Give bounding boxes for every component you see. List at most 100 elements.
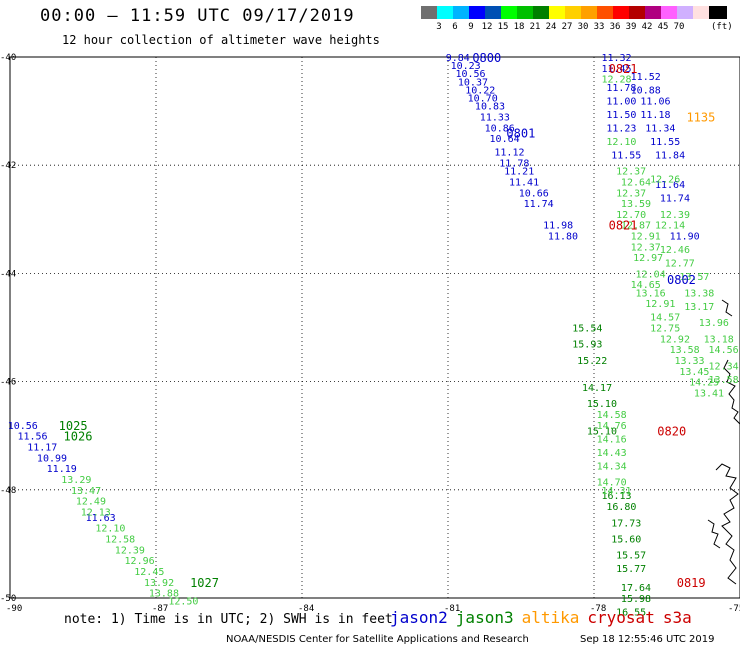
latitude-tick-label: -46 [0,378,16,388]
map-frame [9,56,740,599]
wave-height-value: 10.99 [37,453,67,464]
wave-height-value: 11.50 [606,110,636,121]
color-swatch [549,6,567,19]
wave-height-value: 10.64 [490,134,520,145]
wave-height-value: 11.17 [27,443,57,454]
wave-height-value: 12.10 [606,137,636,148]
wave-height-value: 13.17 [684,302,714,313]
wave-height-value: 12.64 [621,177,651,188]
color-swatch [693,6,711,19]
wave-height-value: 15.98 [621,594,651,605]
wave-height-values: 9.8410.2310.5610.3710.2210.7010.8311.331… [8,53,739,619]
wave-height-value: 13.38 [684,288,714,299]
wave-height-value: 12.49 [76,497,106,508]
color-scale-label: 6 [452,22,458,32]
wave-height-value: 12.39 [115,545,145,556]
color-swatch [581,6,599,19]
wave-height-value: 15.93 [572,340,602,351]
wave-height-value: 14.58 [597,410,627,421]
wave-height-value: 12.91 [631,232,661,243]
color-scale-label: 12 [481,22,493,32]
axis-tick-labels: -90 -87 -84 -81 -78 -75 -40 -42 -44 -46 -48 -50 [0,53,740,614]
longitude-tick-label: -78 [590,604,606,614]
wave-height-value: 12.58 [105,534,135,545]
wave-height-value: 13.45 [679,367,709,378]
color-swatch [613,6,631,19]
wave-height-value: 16.80 [606,502,636,513]
wave-height-value: 14.65 [631,280,661,291]
color-scale-label: 3 [436,22,442,32]
color-swatch [421,6,439,19]
wave-height-value: 10.83 [475,102,505,113]
pass-time-label: 0821 [609,62,638,76]
wave-height-value: 11.55 [650,137,680,148]
pass-time-label: 0800 [472,51,501,65]
wave-height-value: 12.37 [616,167,646,178]
color-swatch [597,6,615,19]
wave-height-value: 14.43 [597,448,627,459]
generated-timestamp: Sep 18 12:55:46 UTC 2019 [580,634,715,645]
pass-time-label: 0821 [609,219,638,233]
wave-height-value: 11.55 [611,150,641,161]
wave-height-value: 14.76 [597,421,627,432]
color-swatch [677,6,695,19]
wave-height-value: 14.17 [582,383,612,394]
wave-height-value: 10.70 [468,94,498,105]
wave-height-value: 12.97 [633,253,663,264]
wave-height-value: 12.37 [616,188,646,199]
wave-height-value: 10.86 [485,123,515,134]
color-swatch [645,6,663,19]
wave-height-value: 10.22 [465,85,495,96]
credit-footer: NOAA/NESDIS Center for Satellite Applica… [226,634,529,645]
longitude-tick-label: -90 [6,604,22,614]
color-scale-label: 27 [561,22,573,32]
wave-height-value: 14.34 [597,461,627,472]
wave-height-value: 11.52 [631,72,661,83]
wave-height-value: 11.74 [524,199,554,210]
wave-height-value: 11.34 [645,123,675,134]
page-title: 00:00 – 11:59 UTC 09/17/2019 [40,6,355,26]
satellite-legend: jason2 jason3 altika cryosat s3a [390,608,700,627]
wave-height-value: 17.64 [621,583,651,594]
wave-height-value: 17.73 [611,518,641,529]
wave-height-value: 11.78 [606,83,636,94]
wave-height-value: 11.32 [601,53,631,64]
wave-height-value: 15.54 [572,324,602,335]
latitude-tick-label: -48 [0,486,16,496]
wave-height-value: 15.10 [587,399,617,410]
color-scale-label: 70 [673,22,685,32]
longitude-tick-label: -87 [152,604,168,614]
wave-height-value: 13.58 [670,345,700,356]
wave-height-value: 10.88 [631,85,661,96]
wave-height-value: 13.29 [61,475,91,486]
color-swatch [533,6,551,19]
longitude-tick-label: -75 [728,604,740,614]
wave-height-value: 12.75 [650,324,680,335]
wave-height-value: 11.06 [640,96,670,107]
wave-height-value: 12.34 [709,361,739,372]
legend-entry-cryosat: cryosat [587,608,655,627]
wave-height-value: 10.56 [455,69,485,80]
wave-height-value: 11.90 [670,232,700,243]
wave-height-value: 13.96 [699,318,729,329]
wave-height-value: 13.92 [144,578,174,589]
color-swatch [517,6,535,19]
wave-height-value: 11.63 [86,513,116,524]
wave-height-value: 10.23 [451,61,481,72]
legend-entry-s3a: s3a [662,608,692,627]
wave-height-value: 11.80 [548,232,578,243]
wave-height-value: 11.21 [504,167,534,178]
latitude-tick-label: -42 [0,161,16,171]
wave-height-value: 11.23 [606,123,636,134]
wave-height-value: 13.33 [674,356,704,367]
wave-height-value: 11.56 [17,432,47,443]
wave-height-value: 14.31 [601,486,631,497]
color-scale-label: 45 [657,22,669,32]
wave-height-value: 14.57 [650,313,680,324]
wave-height-value: 12.37 [631,242,661,253]
wave-height-value: 15.60 [611,534,641,545]
wave-height-value: 10.37 [458,77,488,88]
color-swatch [469,6,487,19]
wave-height-value: 15.22 [577,356,607,367]
